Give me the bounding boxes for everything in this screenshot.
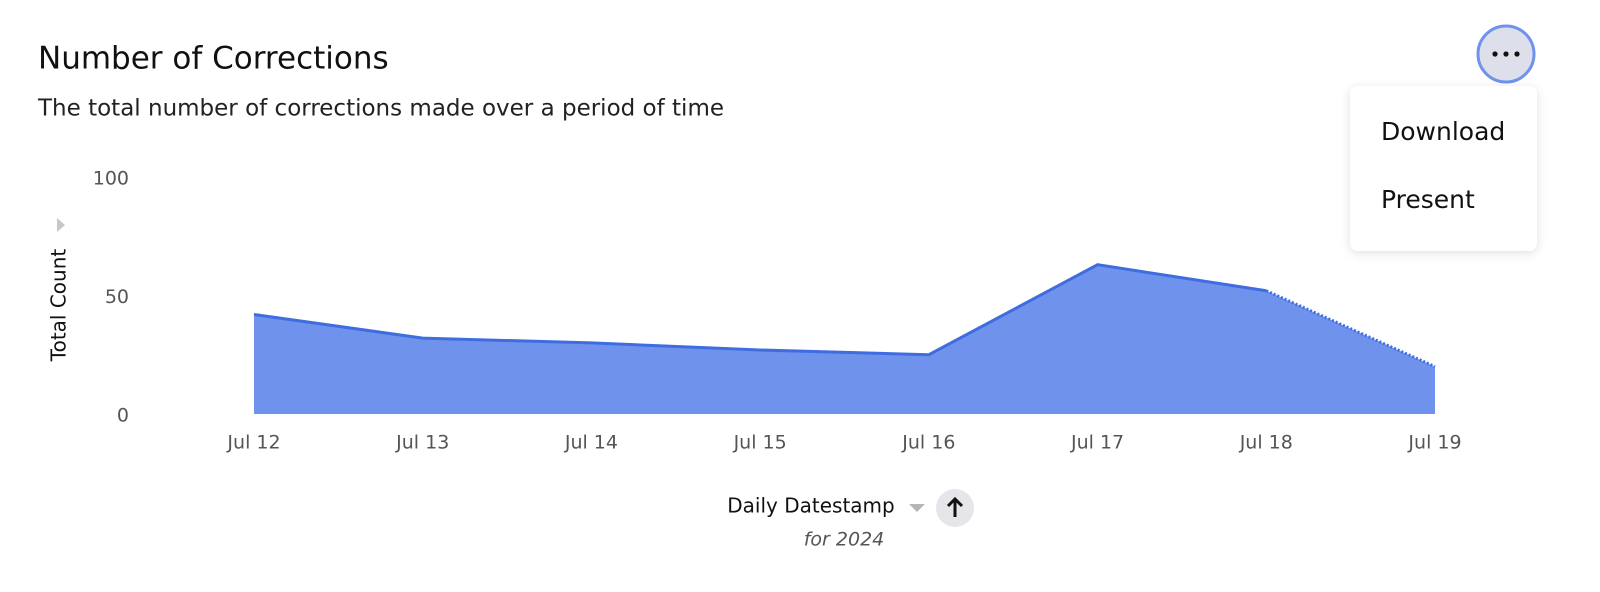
x-tick-label: Jul 16 <box>901 432 955 454</box>
y-tick-label: 100 <box>93 168 129 190</box>
y-tick-label: 0 <box>117 405 129 427</box>
y-axis-label: Total Count <box>47 249 71 363</box>
chart-subtitle: The total number of corrections made ove… <box>37 96 724 122</box>
dot <box>1503 51 1509 57</box>
line-partial <box>1265 289 1436 368</box>
x-tick-label: Jul 14 <box>564 432 618 454</box>
x-tick-label: Jul 17 <box>1070 432 1124 454</box>
plot: 0 50 100 Jul 12 Jul 13 Jul 14 Jul 15 Jul 16 Jul … <box>93 168 1462 454</box>
dot <box>1492 51 1498 57</box>
chart-title: Number of Corrections <box>38 41 389 77</box>
x-tick-label: Jul 12 <box>226 432 280 454</box>
sort-button[interactable] <box>936 489 974 527</box>
x-tick-label: Jul 19 <box>1407 432 1461 454</box>
area <box>254 264 1435 414</box>
menu-panel <box>1350 86 1537 251</box>
menu: Download Present <box>1350 86 1537 251</box>
x-axis-label[interactable]: Daily Datestamp <box>727 494 894 518</box>
y-tick-label: 50 <box>105 286 129 308</box>
x-tick-label: Jul 15 <box>733 432 787 454</box>
sort-arrow <box>946 496 964 517</box>
more-button[interactable] <box>1476 24 1536 84</box>
dot <box>1514 51 1520 57</box>
x-axis-dropdown[interactable] <box>909 504 925 512</box>
menu-item[interactable]: Present <box>1381 185 1475 214</box>
menu-item[interactable]: Download <box>1381 117 1505 146</box>
y-axis-expand[interactable] <box>57 218 65 232</box>
x-tick-label: Jul 18 <box>1239 432 1293 454</box>
x-tick-label: Jul 13 <box>395 432 449 454</box>
line <box>253 263 1267 357</box>
x-axis-sublabel: for 2024 <box>804 529 885 551</box>
